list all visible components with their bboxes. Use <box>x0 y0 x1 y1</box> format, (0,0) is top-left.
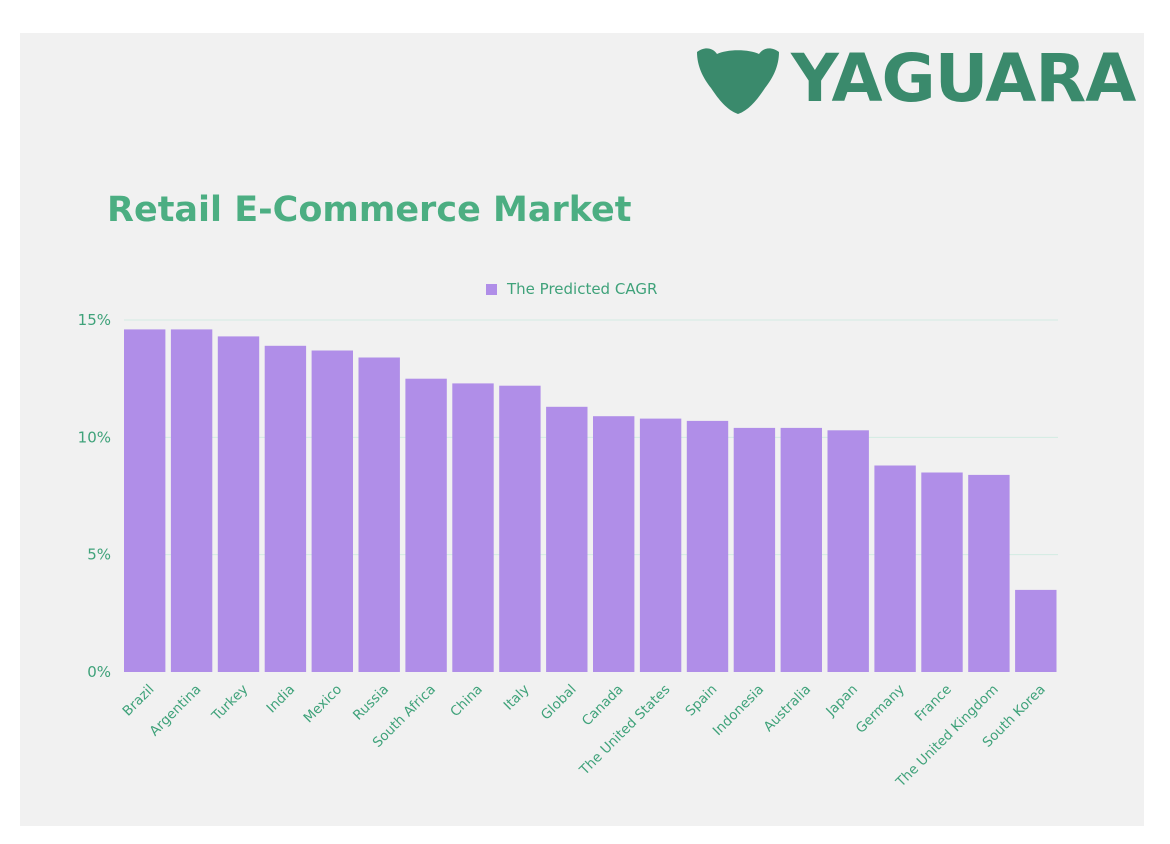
x-tick-label: Australia <box>761 682 815 736</box>
y-tick-label: 10% <box>78 428 111 446</box>
bar <box>921 472 963 672</box>
x-tick-label: Argentina <box>147 682 205 740</box>
bar <box>358 357 400 672</box>
bar <box>546 406 588 672</box>
x-tick-label: Indonesia <box>710 682 767 739</box>
bar <box>593 416 635 672</box>
x-tick-label: Russia <box>350 682 392 724</box>
y-tick-label: 5% <box>87 546 111 564</box>
logo-text: YAGUARA <box>791 40 1136 117</box>
x-tick-label: Italy <box>501 682 533 714</box>
x-tick-label: Brazil <box>120 682 158 720</box>
bar <box>264 345 307 672</box>
bar <box>405 378 447 672</box>
bar <box>124 329 166 672</box>
chart-legend: The Predicted CAGR <box>486 278 657 300</box>
x-tick-label: France <box>912 682 955 725</box>
x-tick-label: Japan <box>822 682 861 721</box>
x-tick-label: Spain <box>682 682 720 720</box>
bar <box>499 385 541 672</box>
bar <box>780 427 822 672</box>
bar <box>874 465 916 672</box>
x-tick-label: Turkey <box>208 682 251 725</box>
bar <box>639 418 682 672</box>
bar <box>1015 589 1057 672</box>
x-tick-label: Germany <box>853 682 908 737</box>
bar <box>170 329 213 672</box>
bar <box>217 336 260 672</box>
x-tick-label: The United States <box>576 682 673 779</box>
jaguar-head-icon <box>697 48 779 114</box>
legend-label: The Predicted CAGR <box>507 280 658 298</box>
bar <box>827 430 869 672</box>
bar <box>733 427 776 672</box>
bar <box>968 474 1010 672</box>
x-tick-label: Canada <box>579 682 627 730</box>
bar <box>452 383 494 672</box>
yaguara-logo: YAGUARA <box>695 40 1145 117</box>
y-tick-label: 0% <box>87 663 111 681</box>
legend-swatch <box>486 283 497 295</box>
bar <box>686 420 729 672</box>
x-tick-label: Mexico <box>300 682 345 727</box>
x-tick-label: India <box>263 682 298 717</box>
x-tick-label: Global <box>538 682 580 724</box>
chart-title: Retail E-Commerce Market <box>107 190 632 230</box>
y-tick-label: 15% <box>78 311 111 329</box>
x-tick-label: China <box>447 682 486 721</box>
bar <box>311 350 353 672</box>
